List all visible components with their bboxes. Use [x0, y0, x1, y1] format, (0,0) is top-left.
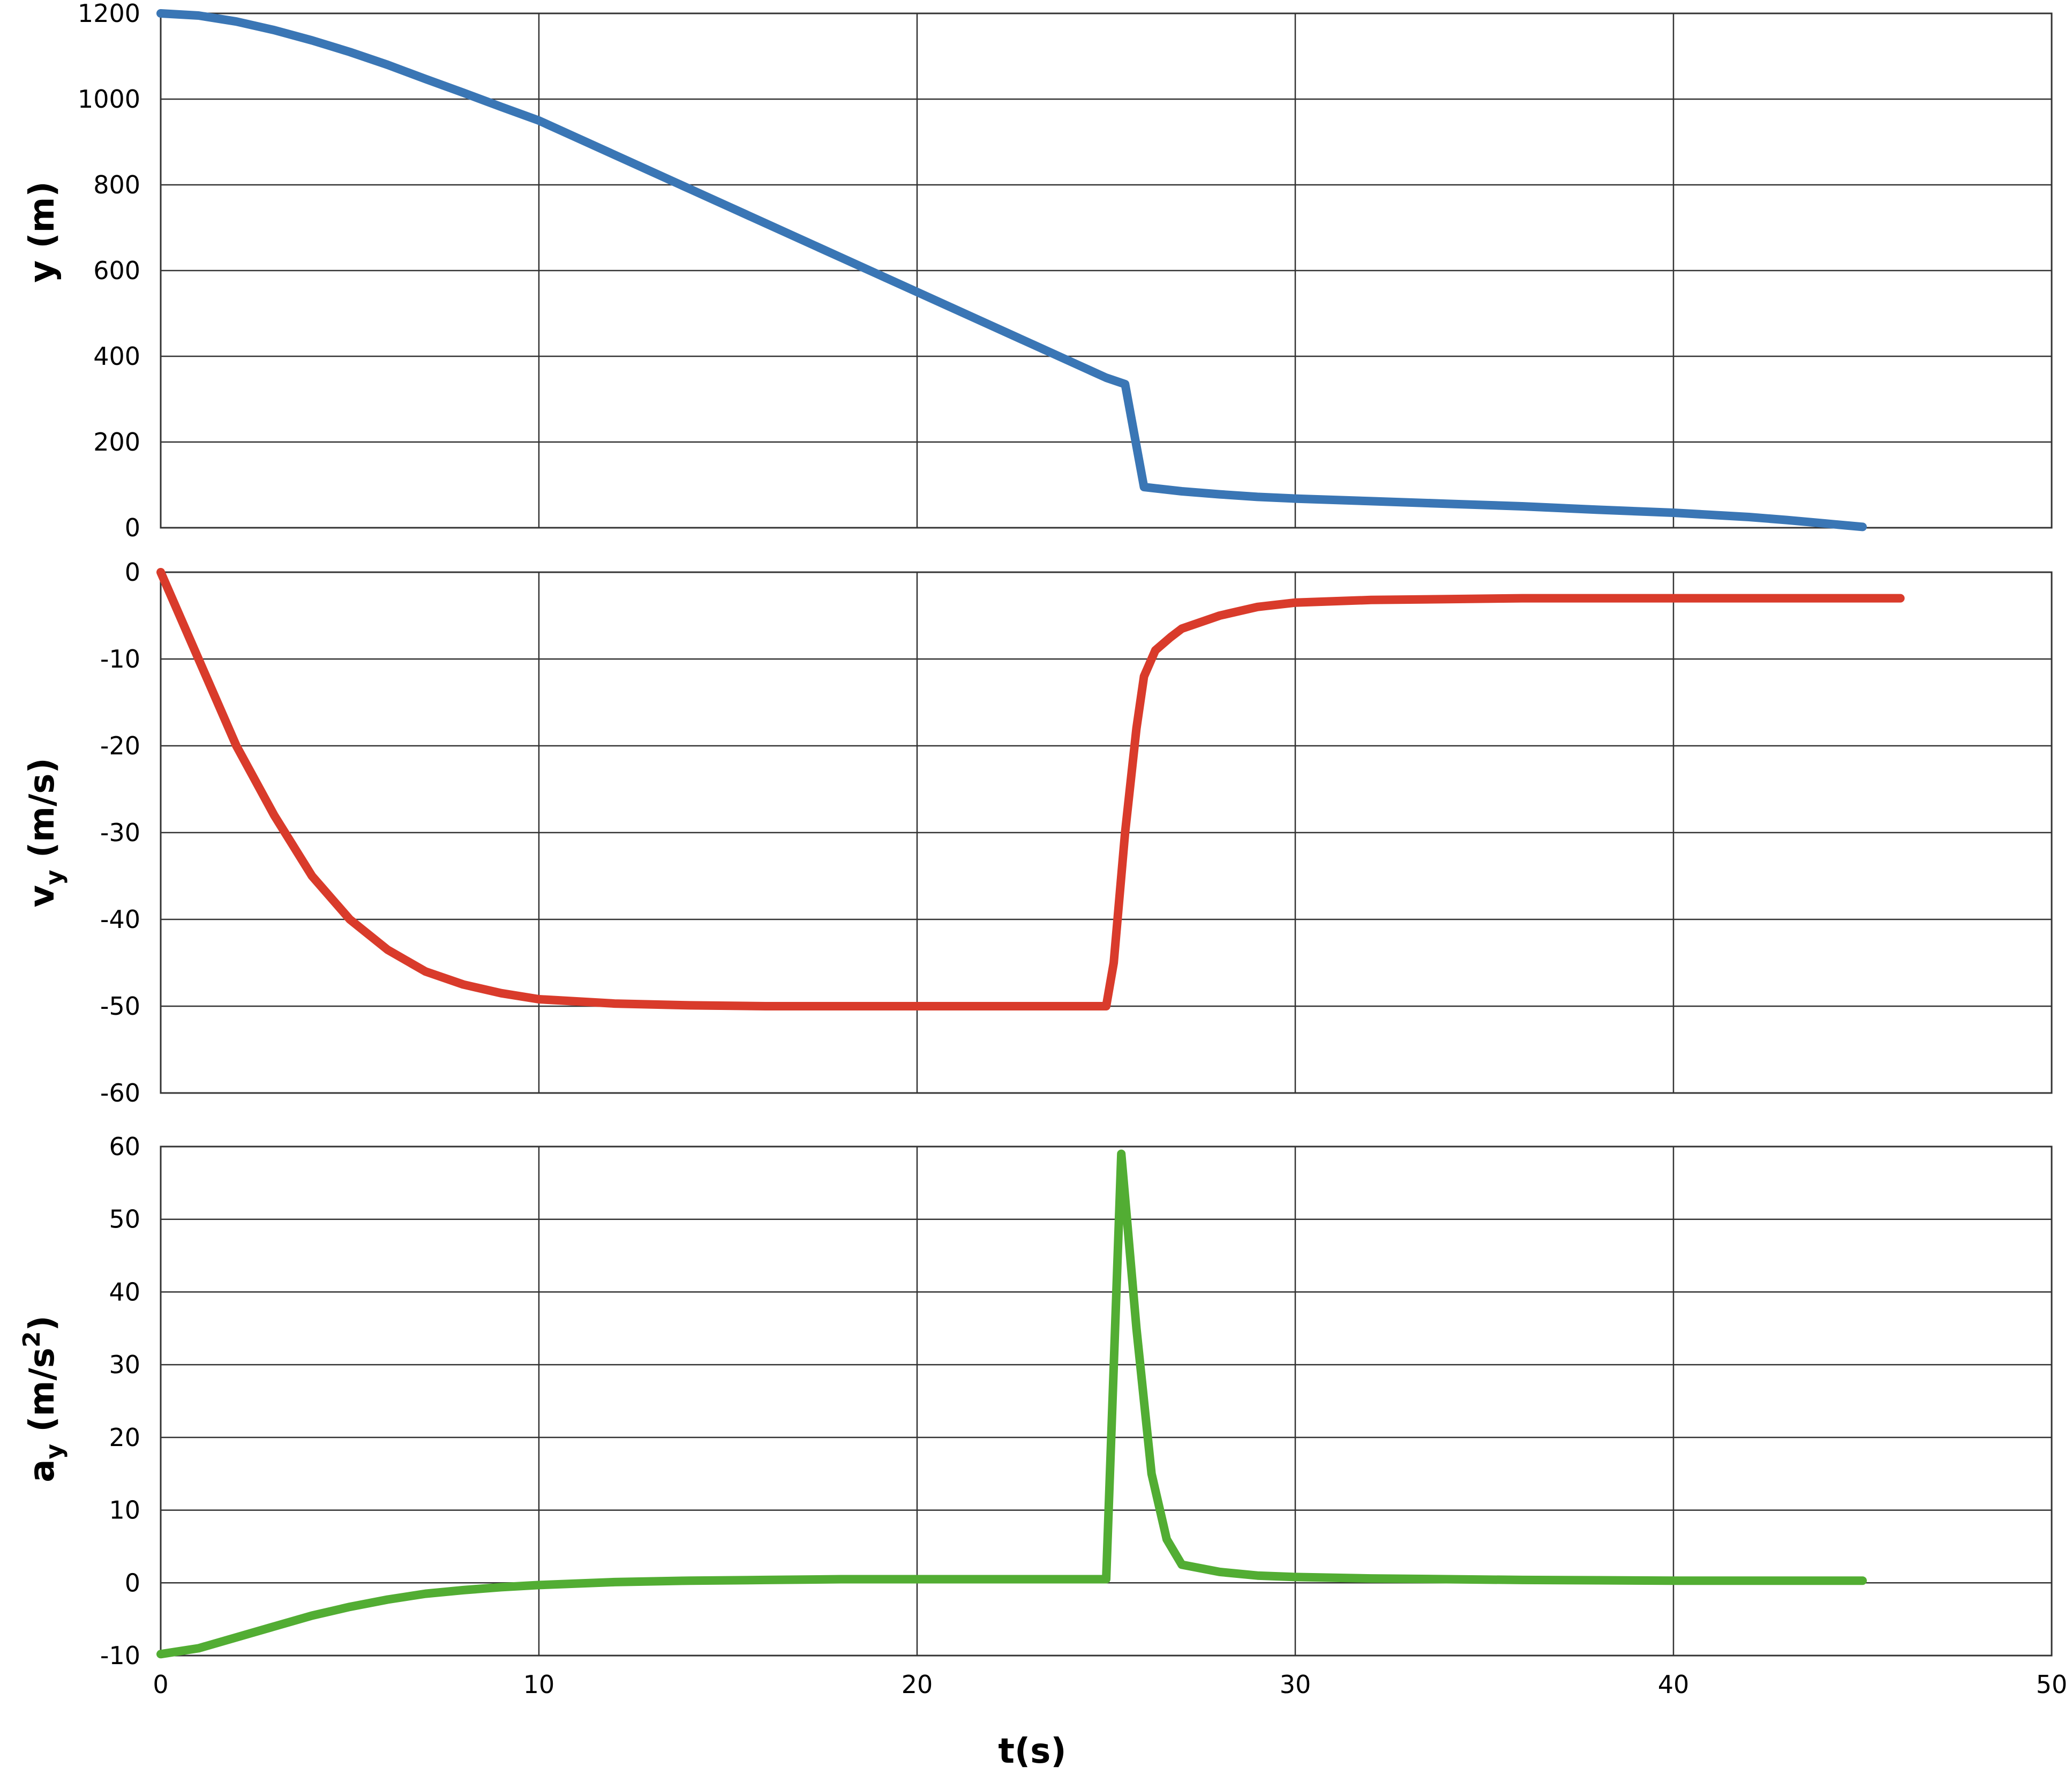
x-tick-label: 30	[1280, 1670, 1311, 1699]
acceleration-y-tick-label: 40	[109, 1277, 140, 1306]
x-tick-label: 0	[153, 1670, 168, 1699]
acceleration-series-line	[156, 1149, 1867, 1659]
acceleration-y-ticks: -10 0 10 20 30 40 50 60	[100, 1132, 140, 1670]
position-y-ticks: 0 200 400 600 800 1000 1200	[78, 0, 140, 542]
x-axis-title: t(s)	[998, 1732, 1066, 1771]
velocity-y-tick-label: -60	[100, 1079, 140, 1107]
acceleration-y-tick-label: 60	[109, 1132, 140, 1161]
velocity-panel: -60 -50 -40 -30 -20 -10 0 vy (m/s)	[22, 558, 2053, 1107]
acceleration-y-axis-title-unit: (m/s	[22, 1347, 62, 1444]
position-plot-frame	[160, 12, 2053, 529]
position-y-tick-label: 400	[93, 342, 140, 371]
velocity-plot-frame	[160, 571, 2053, 1094]
position-y-tick-label: 800	[93, 170, 140, 199]
position-series-line	[156, 9, 1867, 531]
position-y-tick-label: 1000	[78, 85, 140, 114]
velocity-grid	[161, 572, 2052, 1093]
x-tick-label: 20	[902, 1670, 933, 1699]
acceleration-y-tick-label: 20	[109, 1423, 140, 1452]
x-tick-label: 40	[1658, 1670, 1690, 1699]
acceleration-x-ticks: 0 10 20 30 40 50	[153, 1670, 2067, 1699]
position-y-axis-title: y (m)	[22, 181, 62, 282]
acceleration-y-tick-label: 30	[109, 1350, 140, 1379]
velocity-y-axis-title: vy (m/s)	[22, 758, 68, 907]
velocity-y-tick-label: -10	[100, 645, 140, 673]
x-tick-label: 10	[523, 1670, 555, 1699]
velocity-y-tick-label: -20	[100, 731, 140, 760]
position-y-tick-label: 0	[125, 513, 140, 542]
velocity-y-ticks: -60 -50 -40 -30 -20 -10 0	[100, 558, 140, 1107]
acceleration-y-tick-label: 50	[109, 1205, 140, 1234]
acceleration-y-tick-label: 10	[109, 1496, 140, 1525]
velocity-y-axis-title-unit: (m/s)	[22, 758, 62, 870]
x-tick-label: 50	[2036, 1670, 2068, 1699]
acceleration-y-axis-title-main: a	[22, 1459, 62, 1482]
position-grid	[161, 13, 2052, 528]
velocity-y-axis-title-sub: y	[41, 870, 68, 885]
acceleration-panel: -10 0 10 20 30 40 50 60 0 10 20 30 40 50 ay (m/s2)	[18, 1132, 2067, 1699]
acceleration-y-tick-label: -10	[100, 1641, 140, 1670]
velocity-y-tick-label: 0	[125, 558, 140, 587]
acceleration-y-tick-label: 0	[125, 1568, 140, 1597]
position-panel: 0 200 400 600 800 1000 1200 y (m)	[22, 0, 2053, 542]
velocity-series-line	[156, 568, 1905, 1010]
velocity-y-axis-title-main: v	[22, 885, 62, 908]
position-y-tick-label: 1200	[78, 0, 140, 28]
position-y-tick-label: 200	[93, 428, 140, 456]
position-y-tick-label: 600	[93, 256, 140, 285]
velocity-y-tick-label: -30	[100, 818, 140, 847]
acceleration-y-axis-title: ay (m/s2)	[18, 1315, 68, 1482]
velocity-y-tick-label: -40	[100, 905, 140, 934]
acceleration-y-axis-title-close: )	[22, 1315, 62, 1331]
acceleration-y-axis-title-sup: 2	[18, 1331, 46, 1348]
acceleration-y-axis-title-sub: y	[41, 1444, 68, 1459]
acceleration-plot-frame	[160, 1145, 2053, 1657]
velocity-y-tick-label: -50	[100, 992, 140, 1021]
